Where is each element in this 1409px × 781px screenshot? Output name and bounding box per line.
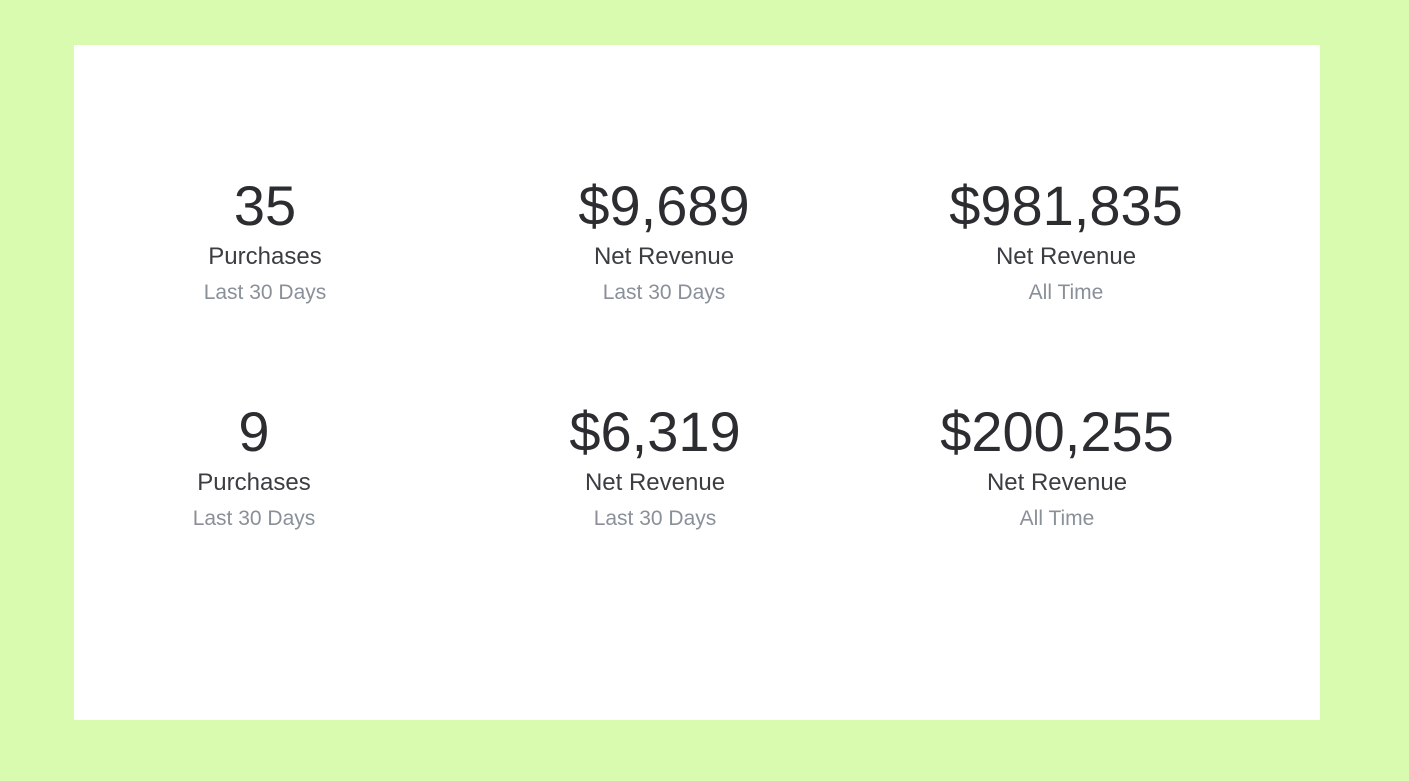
stat-label: Purchases [197,469,311,496]
stat-period: Last 30 Days [602,281,726,304]
stat-label: Net Revenue [986,469,1128,496]
stat-value: 35 [233,174,297,237]
stat-period: All Time [1019,507,1095,530]
stat-value: $9,689 [578,174,750,237]
stat-period: Last 30 Days [203,281,327,304]
stat-label: Net Revenue [593,243,735,270]
stat-net-revenue-all-time-primary: $981,835 Net Revenue All Time [886,176,1246,306]
stat-label: Net Revenue [584,469,726,496]
stat-period: Last 30 Days [192,507,316,530]
stat-purchases-30d-secondary: 9 Purchases Last 30 Days [74,402,434,532]
stat-period: All Time [1028,281,1104,304]
stat-net-revenue-all-time-secondary: $200,255 Net Revenue All Time [877,402,1237,532]
stat-net-revenue-30d-primary: $9,689 Net Revenue Last 30 Days [484,176,844,306]
stat-purchases-30d-primary: 35 Purchases Last 30 Days [85,176,445,306]
stat-label: Net Revenue [995,243,1137,270]
stats-card: 35 Purchases Last 30 Days $9,689 Net Rev… [74,45,1320,720]
stat-period: Last 30 Days [593,507,717,530]
stat-net-revenue-30d-secondary: $6,319 Net Revenue Last 30 Days [475,402,835,532]
stat-value: $981,835 [949,174,1183,237]
stat-value: $6,319 [569,400,741,463]
stat-value: $200,255 [940,400,1174,463]
stat-label: Purchases [208,243,322,270]
stat-value: 9 [238,400,270,463]
